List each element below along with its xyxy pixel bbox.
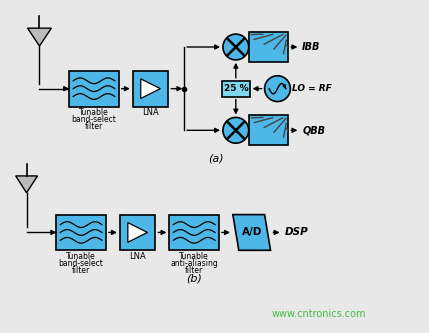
Text: IBB: IBB — [302, 42, 320, 52]
Circle shape — [223, 118, 249, 143]
Text: Tunable: Tunable — [66, 252, 96, 261]
Text: (b): (b) — [186, 273, 202, 283]
Text: LO = RF: LO = RF — [292, 84, 332, 93]
Text: www.cntronics.com: www.cntronics.com — [272, 309, 366, 319]
Bar — [249, 116, 288, 145]
Text: Tunable: Tunable — [79, 109, 109, 118]
Bar — [56, 214, 106, 250]
Text: DSP: DSP — [284, 227, 308, 237]
Text: (a): (a) — [208, 153, 224, 163]
Polygon shape — [233, 214, 271, 250]
Bar — [120, 214, 155, 250]
Bar — [222, 81, 250, 97]
Text: 25 %: 25 % — [224, 84, 248, 93]
Text: band-select: band-select — [72, 116, 116, 125]
Text: filter: filter — [185, 266, 203, 275]
Text: Tunable: Tunable — [179, 252, 209, 261]
Text: filter: filter — [72, 266, 90, 275]
Text: LNA: LNA — [129, 252, 146, 261]
Text: LNA: LNA — [142, 109, 159, 118]
Polygon shape — [141, 79, 160, 99]
Text: QBB: QBB — [302, 125, 325, 135]
Text: anti-aliasing: anti-aliasing — [170, 259, 218, 268]
Circle shape — [223, 34, 249, 60]
Polygon shape — [27, 28, 51, 46]
Circle shape — [265, 76, 290, 102]
Bar — [169, 214, 219, 250]
Polygon shape — [16, 176, 37, 193]
Text: filter: filter — [85, 122, 103, 132]
Bar — [249, 32, 288, 62]
Bar — [133, 71, 169, 107]
Text: band-select: band-select — [59, 259, 103, 268]
Bar — [69, 71, 119, 107]
Polygon shape — [128, 223, 148, 242]
Text: A/D: A/D — [242, 227, 262, 237]
